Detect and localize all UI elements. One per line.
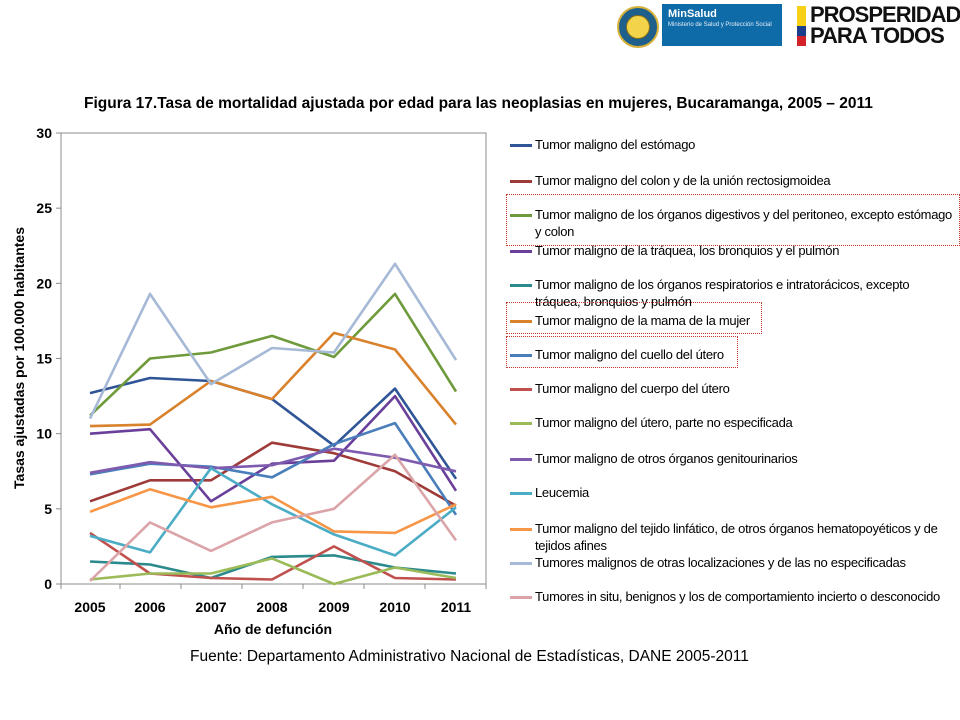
series-line-2: [89, 441, 457, 507]
x-axis-title: Año de defunción: [214, 621, 332, 637]
legend-label: Leucemia: [535, 485, 589, 500]
y-tick-label: 30: [36, 125, 52, 141]
legend-highlight-box: [506, 302, 762, 334]
x-tick-label: 2007: [195, 599, 226, 615]
plot-area-border: [60, 132, 487, 585]
legend-label: Tumor maligno del colon y de la unión re…: [535, 173, 831, 188]
y-tick-label: 20: [36, 275, 52, 291]
series-line-4: [89, 394, 458, 503]
plot-frame: [56, 132, 487, 589]
series-line-11: [89, 466, 457, 557]
x-tick-label: 2011: [441, 599, 472, 615]
legend-swatch: [510, 320, 532, 323]
legend-label: Tumor maligno de los órganos digestivos …: [535, 207, 952, 239]
prosperidad-line2: PARA TODOS: [810, 23, 945, 48]
y-tick-label: 5: [44, 501, 52, 517]
legend-swatch: [510, 180, 532, 183]
legend-swatch: [510, 596, 532, 599]
legend-label: Tumor maligno del tejido linfático, de o…: [535, 521, 938, 553]
legend-swatch: [510, 528, 532, 531]
minsalud-subtitle: Ministerio de Salud y Protección Social: [668, 22, 772, 28]
legend-swatch: [510, 354, 532, 357]
header-logos: MinSalud Ministerio de Salud y Protecció…: [0, 0, 960, 56]
x-tick-labels: 2005 2006 2007 2008 2009 2010 2011: [74, 599, 471, 615]
legend-label: Tumores in situ, benignos y los de compo…: [535, 589, 940, 604]
series-line-9: [89, 557, 457, 586]
figure-title: Figura 17.Tasa de mortalidad ajustada po…: [84, 95, 873, 112]
legend-swatch: [510, 492, 532, 495]
legend-swatch: [510, 388, 532, 391]
legend-label: Tumor maligno de la mama de la mujer: [535, 313, 750, 328]
series-line-12: [89, 487, 457, 535]
legend-label: Tumores malignos de otras localizaciones…: [535, 555, 906, 570]
colombia-flag-icon: [797, 6, 806, 46]
x-tick-label: 2006: [134, 599, 165, 615]
y-tick-label: 15: [36, 351, 52, 367]
legend-swatch: [510, 422, 532, 425]
y-tick-labels: 0 5 10 15 20 25 30: [36, 125, 52, 592]
series-line-7: [89, 421, 458, 516]
x-tick-label: 2010: [379, 599, 410, 615]
minsalud-brand: MinSalud: [668, 8, 717, 20]
y-tick-label: 25: [36, 200, 52, 216]
legend-label: Tumor maligno de los órganos respiratori…: [535, 277, 910, 309]
legend-swatch: [510, 562, 532, 565]
figure-source: Fuente: Departamento Administrativo Naci…: [190, 648, 749, 665]
series-line-10: [89, 447, 457, 475]
series-line-6: [89, 331, 458, 428]
y-axis-title: Tasas ajustadas por 100.000 habitantes: [11, 227, 27, 489]
legend-label: Tumor maligno del estómago: [535, 137, 696, 152]
legend-label: Tumor maligno de otros órganos genitouri…: [535, 451, 798, 466]
legend-label: Tumor maligno del cuello del útero: [535, 347, 724, 362]
series-line-14: [89, 453, 458, 582]
series-line-3: [89, 292, 458, 417]
x-tick-label: 2008: [256, 599, 287, 615]
legend-highlight-box: [506, 194, 960, 246]
series-line-13: [88, 262, 458, 420]
legend-swatch: [510, 458, 532, 461]
legend-highlight-box: [506, 336, 738, 368]
prosperidad-line1: PROSPERIDAD: [810, 2, 960, 27]
legend-swatch: [510, 214, 532, 217]
republic-seal-icon: [617, 6, 659, 48]
y-tick-label: 10: [36, 426, 52, 442]
legend-label: Tumor maligno de la tráquea, los bronqui…: [535, 243, 840, 258]
legend-swatch: [510, 144, 532, 147]
prosperidad-logo: PROSPERIDAD PARA TODOS: [810, 2, 960, 48]
legend-label: Tumor maligno del útero, parte no especi…: [535, 415, 793, 430]
legend-swatch: [510, 284, 532, 287]
series-layer: [88, 262, 458, 586]
x-tick-label: 2005: [74, 599, 105, 615]
y-tick-label: 0: [44, 576, 52, 592]
x-tick-label: 2009: [318, 599, 349, 615]
minsalud-logo: MinSalud Ministerio de Salud y Protecció…: [662, 4, 782, 46]
legend-label: Tumor maligno del cuerpo del útero: [535, 381, 730, 396]
legend-swatch: [510, 250, 532, 253]
